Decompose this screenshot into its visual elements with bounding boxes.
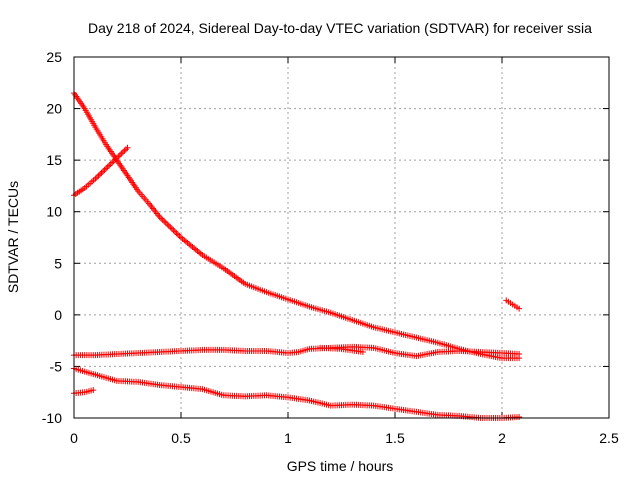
- y-tick-label: -10: [42, 410, 62, 426]
- data-point: [100, 168, 107, 175]
- x-tick-label: 0.5: [171, 430, 191, 446]
- data-point: [164, 221, 171, 228]
- chart-title: Day 218 of 2024, Sidereal Day-to-day VTE…: [88, 20, 592, 36]
- y-tick-label: 5: [54, 255, 62, 271]
- data-point: [95, 172, 102, 179]
- y-tick-label: 0: [54, 307, 62, 323]
- data-point: [96, 171, 103, 178]
- data-point: [107, 160, 114, 167]
- y-tick-label: -5: [50, 358, 63, 374]
- data-point: [167, 224, 174, 231]
- series-arc-near-minus-four: [71, 343, 523, 360]
- series-arc-short-minus-three: [317, 344, 366, 355]
- data-point: [106, 162, 113, 169]
- series-arc-rising: [71, 144, 131, 199]
- data-point: [101, 166, 108, 173]
- data-point: [162, 219, 169, 226]
- x-tick-label: 2.5: [599, 430, 619, 446]
- y-axis-ticks: -10 -5 0 5 10 15 20 25: [42, 49, 609, 426]
- data-points: [71, 90, 523, 421]
- data-point: [359, 348, 366, 355]
- x-tick-label: 1: [284, 430, 292, 446]
- data-point: [93, 174, 100, 181]
- data-point: [171, 228, 178, 235]
- series-arc-descending: [71, 90, 523, 362]
- x-axis-label: GPS time / hours: [287, 458, 394, 474]
- data-point: [118, 150, 125, 157]
- data-point: [161, 218, 168, 225]
- y-axis-label: SDTVAR / TECUs: [5, 181, 21, 293]
- plot-frame: [73, 56, 610, 419]
- y-tick-label: 10: [46, 204, 62, 220]
- data-point: [173, 230, 180, 237]
- data-point: [116, 152, 123, 159]
- series-arc-short-minus-seven: [71, 387, 97, 397]
- data-point: [165, 222, 172, 229]
- data-point: [121, 147, 128, 154]
- data-point: [516, 413, 523, 420]
- data-point: [170, 227, 177, 234]
- series-arc-lower: [71, 365, 523, 421]
- data-point: [158, 215, 165, 222]
- data-point: [122, 146, 129, 153]
- series-arc-late: [503, 297, 523, 312]
- x-axis-ticks: 0 0.5 1 1.5 2 2.5: [70, 57, 619, 446]
- x-tick-label: 0: [70, 430, 78, 446]
- x-tick-label: 1.5: [385, 430, 405, 446]
- data-point: [516, 305, 523, 312]
- y-tick-label: 15: [46, 152, 62, 168]
- data-point: [104, 163, 111, 170]
- grid-lines: [74, 57, 609, 418]
- data-point: [516, 351, 523, 358]
- data-point: [119, 149, 126, 156]
- y-tick-label: 25: [46, 49, 62, 65]
- data-point: [103, 165, 110, 172]
- data-point: [159, 216, 166, 223]
- data-point: [168, 225, 175, 232]
- data-point: [98, 169, 105, 176]
- data-point: [174, 231, 181, 238]
- y-tick-label: 20: [46, 101, 62, 117]
- data-point: [176, 233, 183, 240]
- data-point: [124, 144, 131, 151]
- data-point: [90, 387, 97, 394]
- x-tick-label: 2: [498, 430, 506, 446]
